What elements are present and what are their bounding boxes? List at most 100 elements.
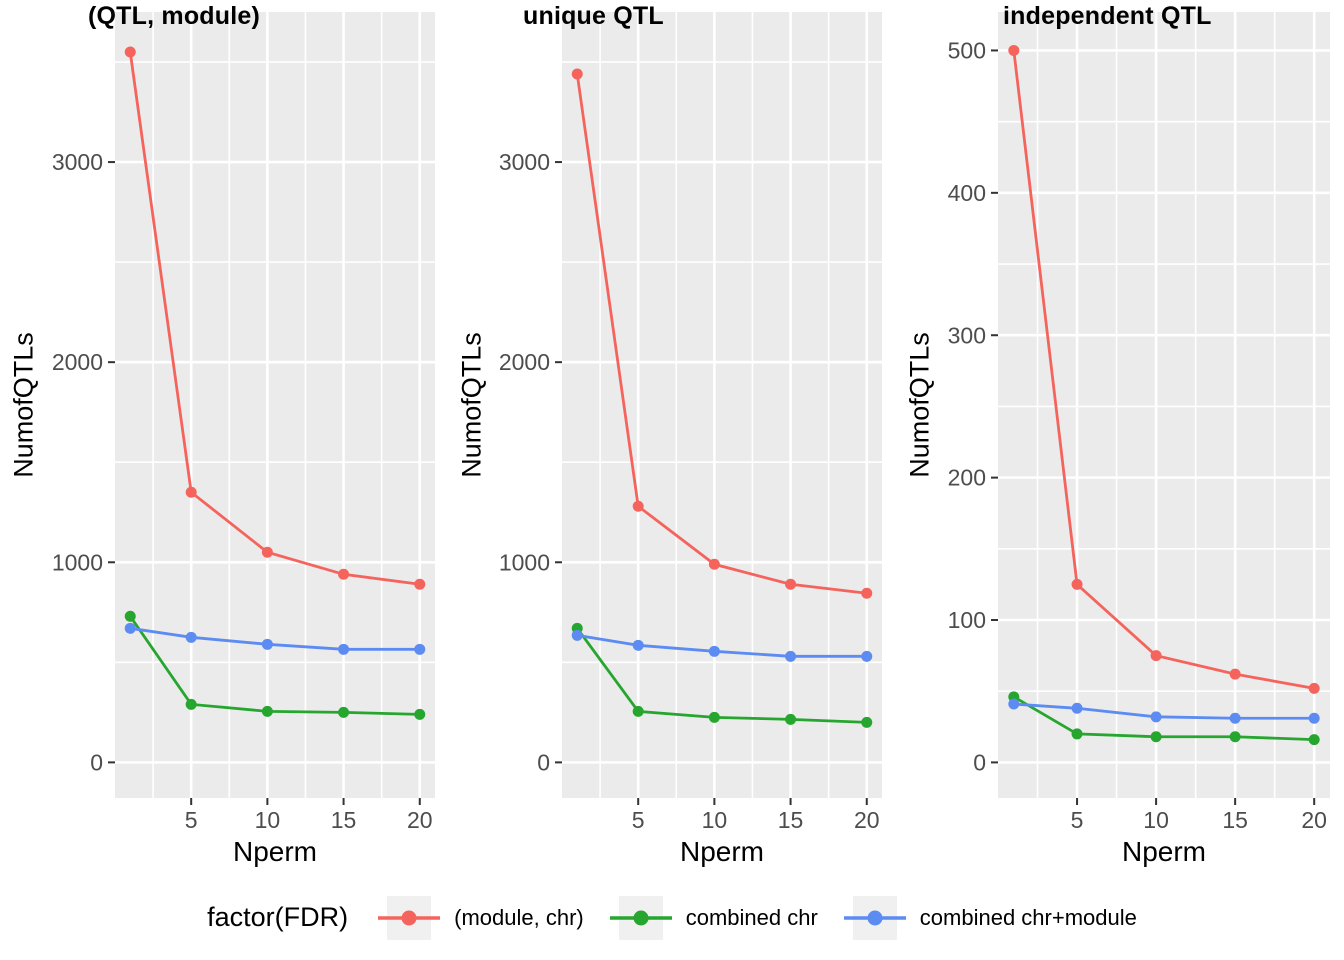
legend-key-point [867,910,883,925]
data-point [785,650,797,662]
data-point [1008,698,1020,710]
data-point [185,631,197,643]
data-point [1308,682,1320,694]
y-axis-label: NumofQTLs [456,332,487,478]
legend-item-combined-chr: combined chr [609,895,818,940]
x-tick-label: 5 [185,807,198,833]
data-point [1308,712,1320,724]
data-point [414,708,426,720]
data-point [1229,668,1241,680]
data-point [861,716,873,728]
chart-qtl-module: 5 10 15 20 0 1000 2000 3000 [52,12,435,833]
x-tick-label: 20 [407,807,433,833]
data-point [1071,702,1083,714]
subplot-unique-qtl: 5 10 15 20 0 1000 2000 3000 unique QTL NumofQTL… [448,0,896,875]
panel-title-independent-qtl: independent QTL [1003,2,1212,30]
data-point [261,546,273,558]
legend-key-icon [609,895,672,940]
subplot-independent-qtl: 5 10 15 20 0 100 200 300 400 500 independent QTL … [896,0,1344,875]
y-tick-label: 300 [948,322,986,348]
data-point [185,486,197,498]
data-point [1150,650,1162,662]
data-point [571,68,583,80]
x-axis-label: Nperm [679,836,765,867]
data-point [785,713,797,725]
legend-item-label: combined chr [685,904,818,930]
y-tick-label: 2000 [52,349,103,375]
chart-unique-qtl: 5 10 15 20 0 1000 2000 3000 [499,12,882,833]
y-tick-label: 200 [948,465,986,491]
data-point [1008,44,1020,56]
data-point [124,610,136,622]
x-tick-label: 5 [632,807,645,833]
x-tick-label: 15 [331,807,357,833]
legend-key-point [633,910,649,925]
panel-title-qtl-module: (QTL, module) [88,2,261,30]
data-point [861,587,873,599]
data-point [185,698,197,710]
x-tick-label: 5 [1071,807,1084,833]
panel-background [562,12,882,798]
y-tick-label: 500 [948,37,986,63]
data-point [261,705,273,717]
y-tick-label: 0 [537,749,550,775]
data-point [338,643,350,655]
x-tick-label: 15 [778,807,804,833]
data-point [414,578,426,590]
y-axis-label: NumofQTLs [8,332,39,478]
legend-key-icon [843,895,906,940]
data-point [571,629,583,641]
legend-key-point [401,910,417,925]
x-tick-label: 10 [702,807,728,833]
x-axis-label: Nperm [1121,836,1207,867]
panel-background [115,12,435,798]
data-point [708,711,720,723]
x-tick-label: 10 [255,807,281,833]
data-point [1229,731,1241,743]
y-tick-label: 3000 [52,149,103,175]
y-tick-label: 3000 [499,149,550,175]
legend: factor(FDR) (module, chr) combined chr c… [0,875,1344,960]
subplot-qtl-module: 5 10 15 20 0 1000 2000 3000 (QTL, module) Numof… [0,0,448,875]
data-point [1150,711,1162,723]
data-point [1150,731,1162,743]
data-point [785,578,797,590]
data-point [708,645,720,657]
data-point [632,500,644,512]
y-tick-label: 0 [90,749,103,775]
data-point [1229,712,1241,724]
y-tick-label: 1000 [52,549,103,575]
data-point [261,638,273,650]
x-tick-label: 15 [1222,807,1248,833]
data-point [632,705,644,717]
data-point [124,46,136,58]
data-point [861,650,873,662]
y-tick-label: 0 [973,749,986,775]
data-point [338,568,350,580]
x-tick-label: 10 [1143,807,1169,833]
x-tick-label: 20 [854,807,880,833]
legend-item-module-chr: (module, chr) [378,895,584,940]
data-point [708,558,720,570]
data-point [124,622,136,634]
data-point [414,643,426,655]
x-axis-label: Nperm [232,836,318,867]
y-tick-label: 1000 [499,549,550,575]
data-point [1071,578,1083,590]
legend-item-label: (module, chr) [454,904,584,930]
y-axis-label: NumofQTLs [904,332,935,478]
y-tick-label: 2000 [499,349,550,375]
y-tick-label: 400 [948,180,986,206]
data-point [338,706,350,718]
data-point [1071,728,1083,740]
legend-title: factor(FDR) [207,902,349,932]
legend-item-label: combined chr+module [919,904,1137,930]
panel-background [998,12,1330,798]
legend-key-icon [378,895,441,940]
y-tick-label: 100 [948,607,986,633]
panel-title-unique-qtl: unique QTL [523,2,664,30]
x-tick-label: 20 [1301,807,1327,833]
legend-item-combined-chr-module: combined chr+module [843,895,1137,940]
